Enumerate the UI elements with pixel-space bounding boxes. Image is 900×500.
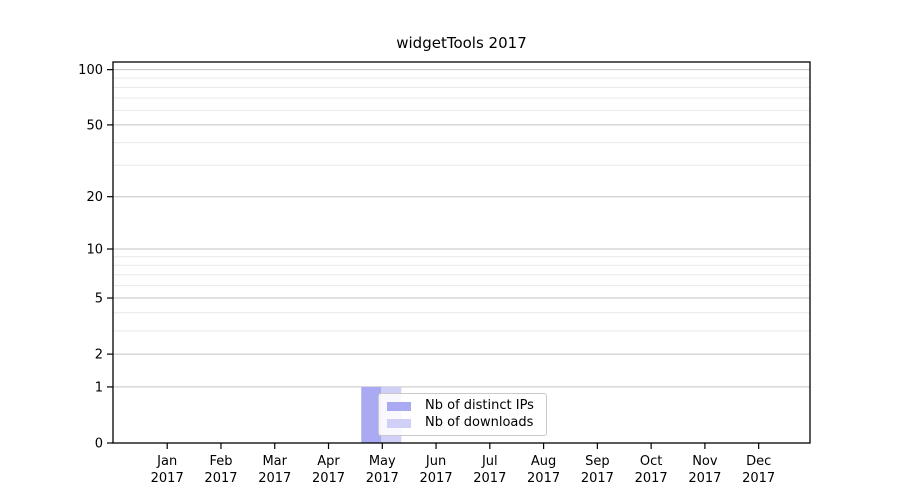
x-tick-label-month: Aug [531,454,556,469]
legend: Nb of distinct IPs Nb of downloads [378,393,547,436]
x-tick-label-month: Feb [209,454,232,469]
legend-swatch-downloads [387,418,411,428]
x-tick-label-year: 2017 [258,471,291,486]
x-tick-label-year: 2017 [581,471,614,486]
legend-item-downloads: Nb of downloads [387,416,538,430]
x-tick-label-month: Dec [746,454,771,469]
x-tick-label-month: Nov [692,454,718,469]
legend-label-distinct-ips: Nb of distinct IPs [425,398,534,413]
x-tick-label-year: 2017 [420,471,453,486]
y-tick-label: 10 [86,243,103,258]
y-tick-label: 100 [78,63,103,78]
y-tick-label: 50 [86,118,103,133]
x-tick-label-year: 2017 [742,471,775,486]
x-tick-label-year: 2017 [688,471,721,486]
legend-swatch-distinct-ips [387,401,411,411]
legend-label-downloads: Nb of downloads [425,415,534,430]
x-tick-label-year: 2017 [312,471,345,486]
x-tick-label-year: 2017 [473,471,506,486]
y-tick-label: 20 [86,190,103,205]
y-tick-label: 0 [95,437,103,452]
x-tick-label-month: Oct [640,454,662,469]
chart-title: widgetTools 2017 [396,34,527,52]
x-tick-label-year: 2017 [204,471,237,486]
y-tick-label: 2 [95,348,103,363]
x-tick-label-year: 2017 [366,471,399,486]
legend-item-distinct-ips: Nb of distinct IPs [387,399,538,413]
x-tick-label-year: 2017 [527,471,560,486]
y-tick-label: 5 [95,292,103,307]
x-tick-label-month: Jan [156,454,177,469]
bar [361,386,382,443]
x-tick-label-year: 2017 [635,471,668,486]
x-tick-label-month: Mar [262,454,287,469]
y-tick-label: 1 [95,380,103,395]
x-tick-label-month: Sep [585,454,610,469]
x-tick-label-month: Jul [481,454,498,469]
x-tick-label-year: 2017 [151,471,184,486]
x-tick-label-month: May [369,454,396,469]
axis-box [112,61,811,444]
x-tick-label-month: Apr [317,454,340,469]
x-tick-label-month: Jun [425,454,446,469]
